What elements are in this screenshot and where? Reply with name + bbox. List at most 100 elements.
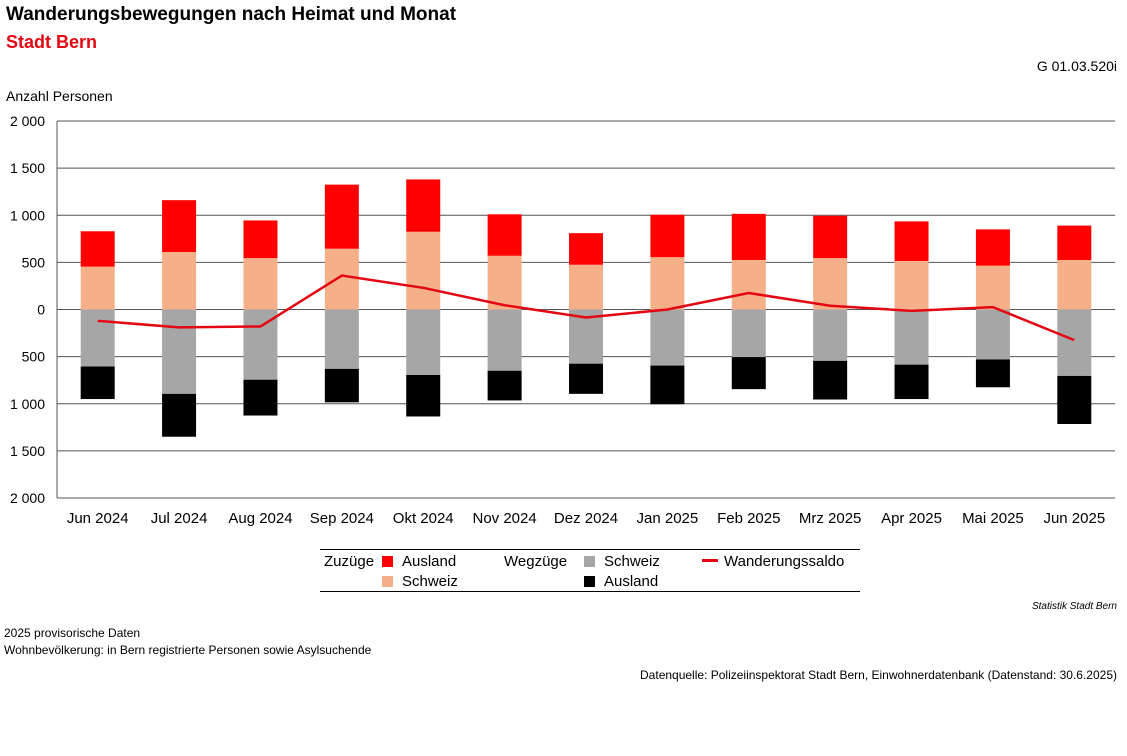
bar-zuzuege-schweiz: [406, 231, 441, 310]
saldo-line-group: [97, 274, 1075, 342]
y-axis-label: Anzahl Personen: [6, 88, 113, 104]
bar-wegzuege-ausland: [243, 379, 278, 416]
swatch-wegzuege-ausland: [584, 576, 595, 587]
bar-wegzuege-ausland: [813, 360, 848, 400]
bar-zuzuege-schweiz: [813, 258, 848, 310]
bar-wegzuege-schweiz: [731, 309, 766, 358]
legend: Zuzüge Ausland Schweiz Wegzüge Schweiz A…: [320, 549, 860, 592]
bar-wegzuege-ausland: [80, 366, 115, 400]
legend-label-wegzuege-ausland: Ausland: [604, 573, 659, 590]
bar-zuzuege-ausland: [894, 221, 929, 261]
bar-wegzuege-ausland: [406, 375, 441, 417]
bar-wegzuege-ausland: [975, 359, 1010, 388]
bar-wegzuege-schweiz: [894, 309, 929, 365]
bar-zuzuege-schweiz: [162, 252, 197, 310]
bar-wegzuege-ausland: [162, 393, 197, 437]
legend-group-wegzuege: Wegzüge: [504, 553, 568, 570]
bar-wegzuege-schweiz: [975, 309, 1010, 360]
chart-title: Wanderungsbewegungen nach Heimat und Mon…: [6, 4, 457, 25]
bar-zuzuege-schweiz: [1057, 260, 1092, 310]
chart-subtitle: Stadt Bern: [6, 32, 98, 52]
bar-zuzuege-schweiz: [324, 248, 359, 310]
bar-wegzuege-ausland: [569, 363, 603, 394]
bar-zuzuege-ausland: [243, 220, 278, 259]
swatch-wegzuege-schweiz: [584, 556, 595, 567]
bar-wegzuege-ausland: [487, 370, 522, 401]
swatch-zuzuege-ausland: [382, 556, 393, 567]
x-tick-label: Jun 2025: [1043, 510, 1105, 527]
bar-wegzuege-schweiz: [487, 309, 522, 371]
x-tick-label: Okt 2024: [393, 510, 454, 527]
bar-wegzuege-ausland: [324, 368, 359, 403]
bar-zuzuege-schweiz: [731, 260, 766, 310]
bar-wegzuege-schweiz: [650, 309, 685, 366]
saldo-line: [97, 274, 1075, 342]
y-tick-label: 1 000: [10, 207, 45, 223]
data-source: Datenquelle: Polizeiinspektorat Stadt Be…: [640, 668, 1117, 682]
y-tick-label: 500: [22, 349, 46, 365]
swatch-saldo: [702, 559, 718, 562]
y-tick-label: 2 000: [10, 490, 45, 506]
x-tick-label: Feb 2025: [717, 510, 780, 527]
y-tick-label: 1 500: [10, 443, 45, 459]
legend-item-wegzuege-ausland: Ausland: [584, 573, 658, 590]
bar-wegzuege-ausland: [731, 357, 766, 390]
bar-wegzuege-schweiz: [162, 309, 197, 394]
bar-wegzuege-ausland: [894, 364, 929, 400]
legend-item-zuzuege-schweiz: Schweiz: [382, 573, 458, 590]
chart-code: G 01.03.520i: [1036, 58, 1117, 74]
bar-zuzuege-ausland: [1057, 225, 1092, 261]
bar-zuzuege-ausland: [813, 215, 848, 259]
x-tick-label: Mai 2025: [962, 510, 1024, 527]
bar-zuzuege-ausland: [324, 184, 359, 249]
bar-wegzuege-schweiz: [80, 309, 115, 367]
y-tick-label: 1 000: [10, 396, 45, 412]
bar-zuzuege-ausland: [731, 213, 766, 261]
bar-zuzuege-ausland: [975, 229, 1010, 266]
chart-plot: 2 000 1 500 1 000 500 0 500 1 000 1 500 2 000 Ju…: [10, 113, 1115, 527]
bar-wegzuege-schweiz: [243, 309, 278, 380]
x-tick-label: Jul 2024: [151, 510, 208, 527]
y-tick-label: 2 000: [10, 113, 45, 129]
y-tick-labels: 2 000 1 500 1 000 500 0 500 1 000 1 500 2 000: [10, 113, 45, 506]
bar-zuzuege-schweiz: [975, 265, 1010, 310]
x-tick-label: Sep 2024: [310, 510, 374, 527]
bar-wegzuege-schweiz: [813, 309, 848, 361]
bar-zuzuege-schweiz: [80, 266, 115, 310]
swatch-zuzuege-schweiz: [382, 576, 393, 587]
bar-zuzuege-schweiz: [569, 264, 603, 310]
x-tick-label: Nov 2024: [473, 510, 537, 527]
x-tick-label: Mrz 2025: [799, 510, 862, 527]
legend-item-wegzuege-schweiz: Schweiz: [584, 553, 660, 570]
x-tick-label: Dez 2024: [554, 510, 618, 527]
x-tick-label: Jun 2024: [67, 510, 129, 527]
bar-zuzuege-ausland: [650, 214, 685, 258]
bar-zuzuege-schweiz: [650, 257, 685, 310]
x-tick-label: Apr 2025: [881, 510, 942, 527]
note-population: Wohnbevölkerung: in Bern registrierte Pe…: [4, 643, 372, 657]
bar-zuzuege-schweiz: [487, 255, 522, 310]
y-tick-label: 1 500: [10, 160, 45, 176]
bar-zuzuege-ausland: [162, 200, 197, 253]
bar-zuzuege-ausland: [487, 214, 522, 256]
bar-wegzuege-schweiz: [324, 309, 359, 369]
bar-wegzuege-ausland: [650, 365, 685, 405]
x-tick-label: Aug 2024: [228, 510, 292, 527]
statistik-stadt-bern-label: Statistik Stadt Bern: [1031, 601, 1117, 612]
note-provisional: 2025 provisorische Daten: [4, 626, 141, 640]
bar-zuzuege-ausland: [406, 179, 441, 232]
legend-item-zuzuege-ausland: Ausland: [382, 553, 456, 570]
bar-zuzuege-schweiz: [243, 258, 278, 310]
legend-item-saldo: Wanderungssaldo: [702, 553, 844, 570]
legend-label-zuzuege-ausland: Ausland: [402, 553, 457, 570]
x-tick-labels: Jun 2024 Jul 2024 Aug 2024 Sep 2024 Okt 2024…: [67, 510, 1105, 527]
bar-wegzuege-ausland: [1057, 375, 1092, 425]
bar-zuzuege-schweiz: [894, 260, 929, 310]
legend-label-saldo: Wanderungssaldo: [724, 553, 845, 570]
legend-group-zuzuege: Zuzüge: [324, 553, 375, 570]
y-tick-label: 500: [22, 254, 46, 270]
bar-wegzuege-schweiz: [1057, 309, 1092, 376]
y-tick-label: 0: [37, 302, 45, 318]
bar-zuzuege-ausland: [569, 233, 603, 265]
bar-wegzuege-schweiz: [406, 309, 441, 376]
